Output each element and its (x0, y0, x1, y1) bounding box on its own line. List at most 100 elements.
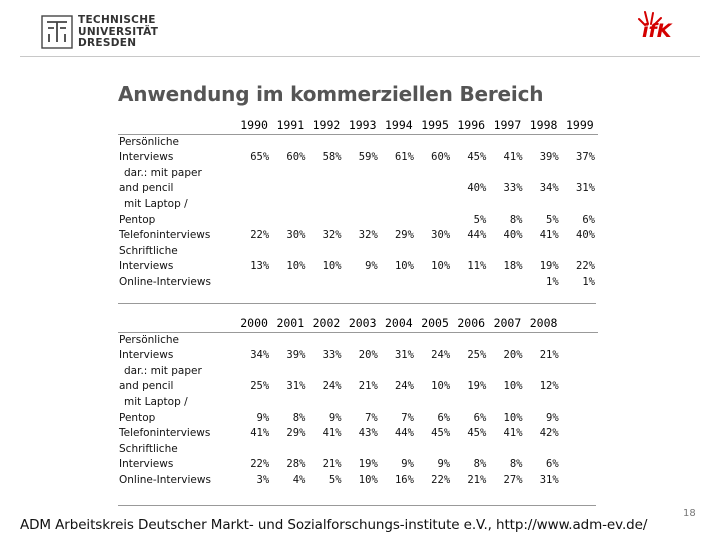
value-cell: 27% (503, 473, 523, 486)
year-header: 2003 (344, 316, 381, 333)
year-header: 1995 (416, 118, 454, 135)
row-label: Persönliche (119, 333, 180, 346)
year-header: 1993 (344, 118, 381, 135)
value-cell: 42% (539, 427, 559, 440)
value-cell: 40% (467, 182, 487, 195)
value-cell (272, 166, 308, 182)
value-cell: 9% (546, 411, 559, 424)
value-cell: 25% (467, 349, 487, 362)
table-row: mit Laptop / (118, 197, 598, 213)
value-cell (308, 395, 344, 411)
value-cell: 33% (503, 182, 523, 195)
value-cell (272, 134, 308, 150)
header-empty-cell (118, 118, 237, 135)
table-row: Interviews 13% 10% 10% 9% 10% 10% 11% 18% 19% 22% (118, 259, 598, 275)
value-cell (562, 348, 598, 364)
table-row: Pentop 5% 8% 5% 6% (118, 213, 598, 229)
value-cell (308, 442, 344, 458)
value-cell (308, 244, 344, 260)
table-row: dar.: mit paper (118, 166, 598, 182)
value-cell (489, 244, 525, 260)
value-cell: 10% (394, 260, 414, 273)
tu-dresden-emblem-icon (41, 15, 73, 49)
value-cell: 5% (473, 213, 487, 226)
value-cell: 9% (401, 458, 414, 471)
value-cell (236, 244, 272, 260)
value-cell (417, 134, 453, 150)
value-cell (417, 166, 453, 182)
value-cell (272, 213, 308, 229)
value-cell: 9% (437, 458, 451, 471)
table-1-bottom-rule (118, 303, 596, 304)
value-cell (526, 395, 562, 411)
value-cell: 5% (546, 213, 559, 226)
table-row: Interviews 22% 28% 21% 19% 9% 9% 8% 8% 6% (118, 457, 598, 473)
value-cell: 16% (394, 473, 414, 486)
value-cell: 24% (431, 349, 451, 362)
table-row: and pencil 25% 31% 24% 21% 24% 10% 19% 10% 12% (118, 379, 598, 395)
value-cell (453, 275, 489, 291)
value-cell: 19% (539, 260, 559, 273)
value-cell (272, 244, 308, 260)
row-label: Interviews (119, 458, 174, 471)
value-cell (417, 442, 453, 458)
value-cell: 40% (576, 229, 595, 242)
value-cell (345, 213, 381, 229)
year-header: 2000 (236, 316, 273, 333)
value-cell (308, 181, 344, 197)
value-cell (308, 275, 344, 291)
value-cell: 8% (509, 458, 523, 471)
value-cell (308, 213, 344, 229)
value-cell (526, 332, 562, 348)
table-row: Pentop 9% 8% 9% 7% 7% 6% 6% 10% 9% (118, 411, 598, 427)
table-row: Online-Interviews 3% 4% 5% 10% 16% 22% 21% 27% 31… (118, 473, 598, 489)
ifk-logo: ifK (632, 10, 696, 46)
value-cell (562, 442, 598, 458)
year-header: 2007 (489, 316, 526, 333)
value-cell (236, 166, 272, 182)
value-cell (417, 213, 453, 229)
value-cell: 25% (250, 380, 270, 393)
value-cell (489, 395, 525, 411)
row-label: dar.: mit paper (124, 364, 202, 377)
value-cell: 1% (546, 275, 559, 288)
value-cell: 31% (286, 380, 306, 393)
value-cell: 58% (322, 151, 342, 164)
value-cell (345, 275, 381, 291)
row-label: Online-Interviews (119, 275, 211, 288)
value-cell (417, 275, 453, 291)
value-cell (562, 364, 598, 380)
table-1990-1999: 1990 1991 1992 1993 1994 1995 1996 1997 … (118, 118, 598, 291)
row-label: Pentop (119, 213, 156, 226)
header-divider (20, 56, 700, 57)
value-cell: 8% (509, 213, 523, 226)
value-cell: 24% (394, 380, 414, 393)
value-cell: 39% (539, 151, 559, 164)
value-cell: 28% (286, 458, 306, 471)
row-label: Persönliche (119, 135, 180, 148)
value-cell (417, 181, 453, 197)
value-cell (526, 197, 562, 213)
table-row: Telefoninterviews 41% 29% 41% 43% 44% 45% 45% 41… (118, 426, 598, 442)
value-cell: 41% (250, 427, 270, 440)
value-cell (345, 442, 381, 458)
value-cell (272, 332, 308, 348)
value-cell: 43% (358, 427, 378, 440)
value-cell (272, 181, 308, 197)
value-cell: 13% (250, 260, 270, 273)
value-cell: 10% (358, 473, 378, 486)
value-cell: 41% (503, 427, 523, 440)
value-cell (453, 166, 489, 182)
value-cell: 30% (431, 229, 451, 242)
footer-source: ADM Arbeitskreis Deutscher Markt- und So… (20, 517, 648, 533)
year-header: 1998 (525, 118, 562, 135)
value-cell: 20% (358, 349, 378, 362)
value-cell: 60% (431, 151, 451, 164)
row-label: and pencil (119, 182, 174, 195)
table-row: and pencil 40% 33% 34% 31% (118, 181, 598, 197)
value-cell (562, 244, 598, 260)
value-cell: 45% (431, 427, 451, 440)
value-cell (381, 134, 417, 150)
value-cell: 7% (401, 411, 414, 424)
value-cell: 21% (467, 473, 487, 486)
